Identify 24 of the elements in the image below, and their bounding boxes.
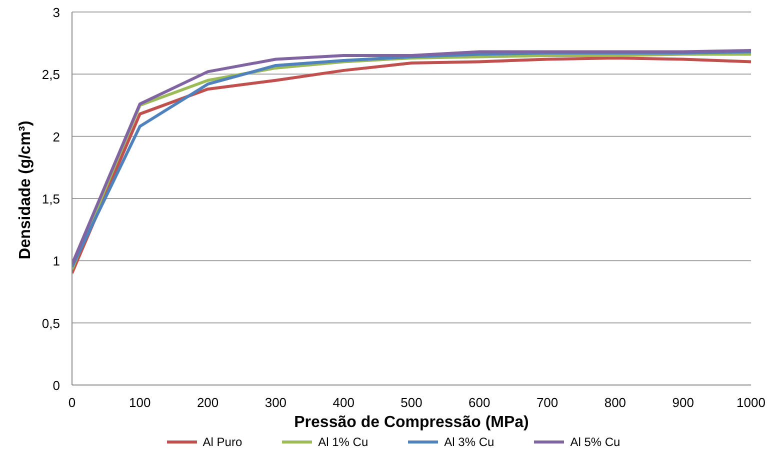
legend-label: Al 3% Cu	[443, 435, 494, 449]
y-tick-label: 1	[52, 254, 60, 269]
y-tick-label: 2	[52, 129, 60, 144]
legend-label: Al 1% Cu	[317, 435, 368, 449]
x-tick-label: 300	[264, 395, 287, 410]
x-tick-label: 200	[196, 395, 219, 410]
y-tick-label: 1,5	[42, 192, 60, 206]
x-tick-label: 900	[672, 395, 694, 410]
y-axis-title: Densidade (g/cm³)	[17, 120, 34, 260]
x-tick-label: 500	[400, 395, 422, 410]
y-tick-label: 0	[52, 378, 60, 393]
x-tick-label: 800	[604, 395, 626, 410]
y-tick-label: 2,5	[42, 67, 60, 82]
x-tick-label: 400	[332, 395, 354, 410]
y-tick-label: 0,5	[42, 316, 60, 331]
y-tick-label: 3	[52, 5, 60, 20]
legend-label: Al 5% Cu	[569, 435, 620, 449]
x-axis-title: Pressão de Compressão (MPa)	[294, 414, 529, 431]
x-tick-label: 600	[468, 395, 490, 410]
x-tick-label: 100	[129, 395, 151, 410]
legend-label: Al Puro	[202, 435, 242, 449]
x-tick-label: 0	[68, 395, 76, 410]
x-tick-label: 1000	[736, 395, 766, 410]
x-tick-label: 700	[536, 395, 558, 410]
